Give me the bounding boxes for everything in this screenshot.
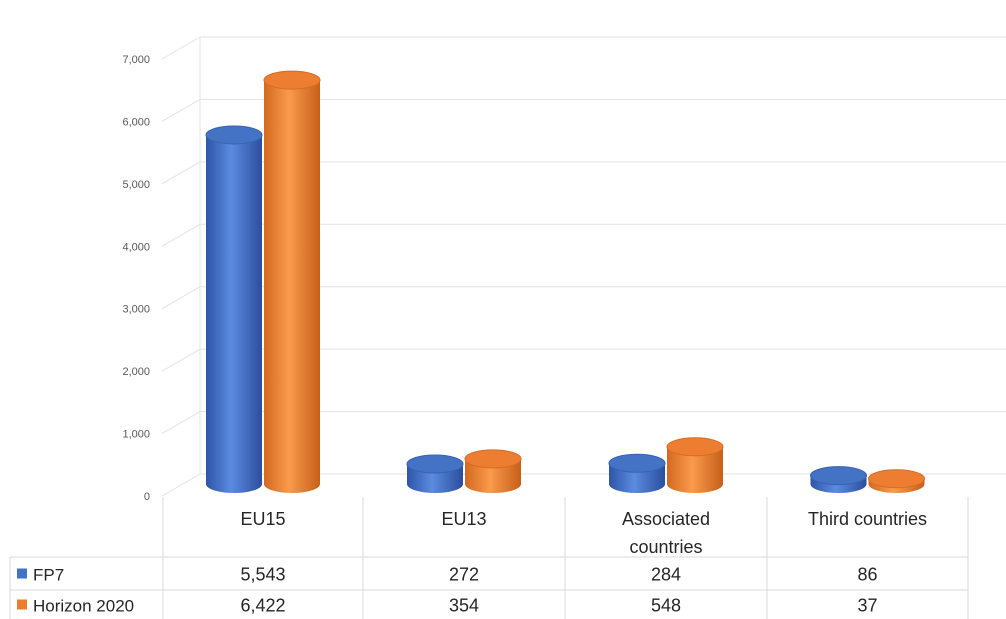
data-label: 37: [857, 596, 877, 616]
bar-top-cap: [608, 453, 666, 473]
bar-top-cap: [263, 70, 321, 90]
x-category-label: Third countries: [808, 509, 927, 529]
bar-horizon-2020: [465, 458, 521, 493]
bar-horizon-2020: [667, 446, 723, 493]
series-name: FP7: [33, 566, 64, 585]
gridline-diagonal: [161, 411, 201, 435]
bars: [205, 70, 925, 494]
gridline-diagonal: [161, 223, 201, 247]
y-tick-label: 2,000: [122, 366, 150, 378]
x-category-label: Associated: [622, 509, 710, 529]
data-label: 5,543: [240, 565, 285, 585]
bar-top-cap: [464, 449, 522, 469]
y-axis-ticks: 0 1,000 2,000 3,000 4,000 5,000 6,000 7,000: [122, 54, 150, 503]
y-tick-label: 4,000: [122, 241, 150, 253]
data-label: 86: [857, 565, 877, 585]
legend-swatch: [17, 599, 27, 610]
bar-fp7: [206, 134, 262, 493]
bar-horizon-2020: [264, 80, 320, 494]
y-tick-label: 5,000: [122, 179, 150, 191]
gridlines: [161, 36, 1006, 497]
y-tick-label: 7,000: [122, 54, 150, 66]
bar-top-cap: [205, 125, 263, 145]
data-label: 272: [449, 565, 479, 585]
gridline-diagonal: [161, 36, 201, 60]
data-label: 6,422: [240, 596, 285, 616]
bar-top-cap: [666, 437, 724, 457]
gridline-diagonal: [161, 286, 201, 310]
data-label: 354: [449, 596, 479, 616]
y-tick-label: 6,000: [122, 116, 150, 128]
gridline-diagonal: [161, 473, 201, 497]
gridline-diagonal: [161, 348, 201, 372]
y-tick-label: 0: [144, 491, 150, 503]
bar-top-cap: [406, 454, 464, 474]
bar-top-cap: [868, 469, 925, 489]
x-category-label: EU13: [441, 509, 486, 529]
data-table: EU15 EU13 Associated countries Third countri…: [9, 497, 969, 619]
bar-top-cap: [810, 466, 867, 486]
x-category-label: countries: [629, 537, 702, 557]
data-label: 284: [651, 565, 681, 585]
y-tick-label: 1,000: [122, 429, 150, 441]
y-tick-label: 3,000: [122, 304, 150, 316]
gridline-diagonal: [161, 161, 201, 185]
legend-swatch: [17, 568, 27, 579]
data-label: 548: [651, 596, 681, 616]
x-category-label: EU15: [240, 509, 285, 529]
gridline-diagonal: [161, 98, 201, 122]
series-name: Horizon 2020: [33, 597, 134, 616]
